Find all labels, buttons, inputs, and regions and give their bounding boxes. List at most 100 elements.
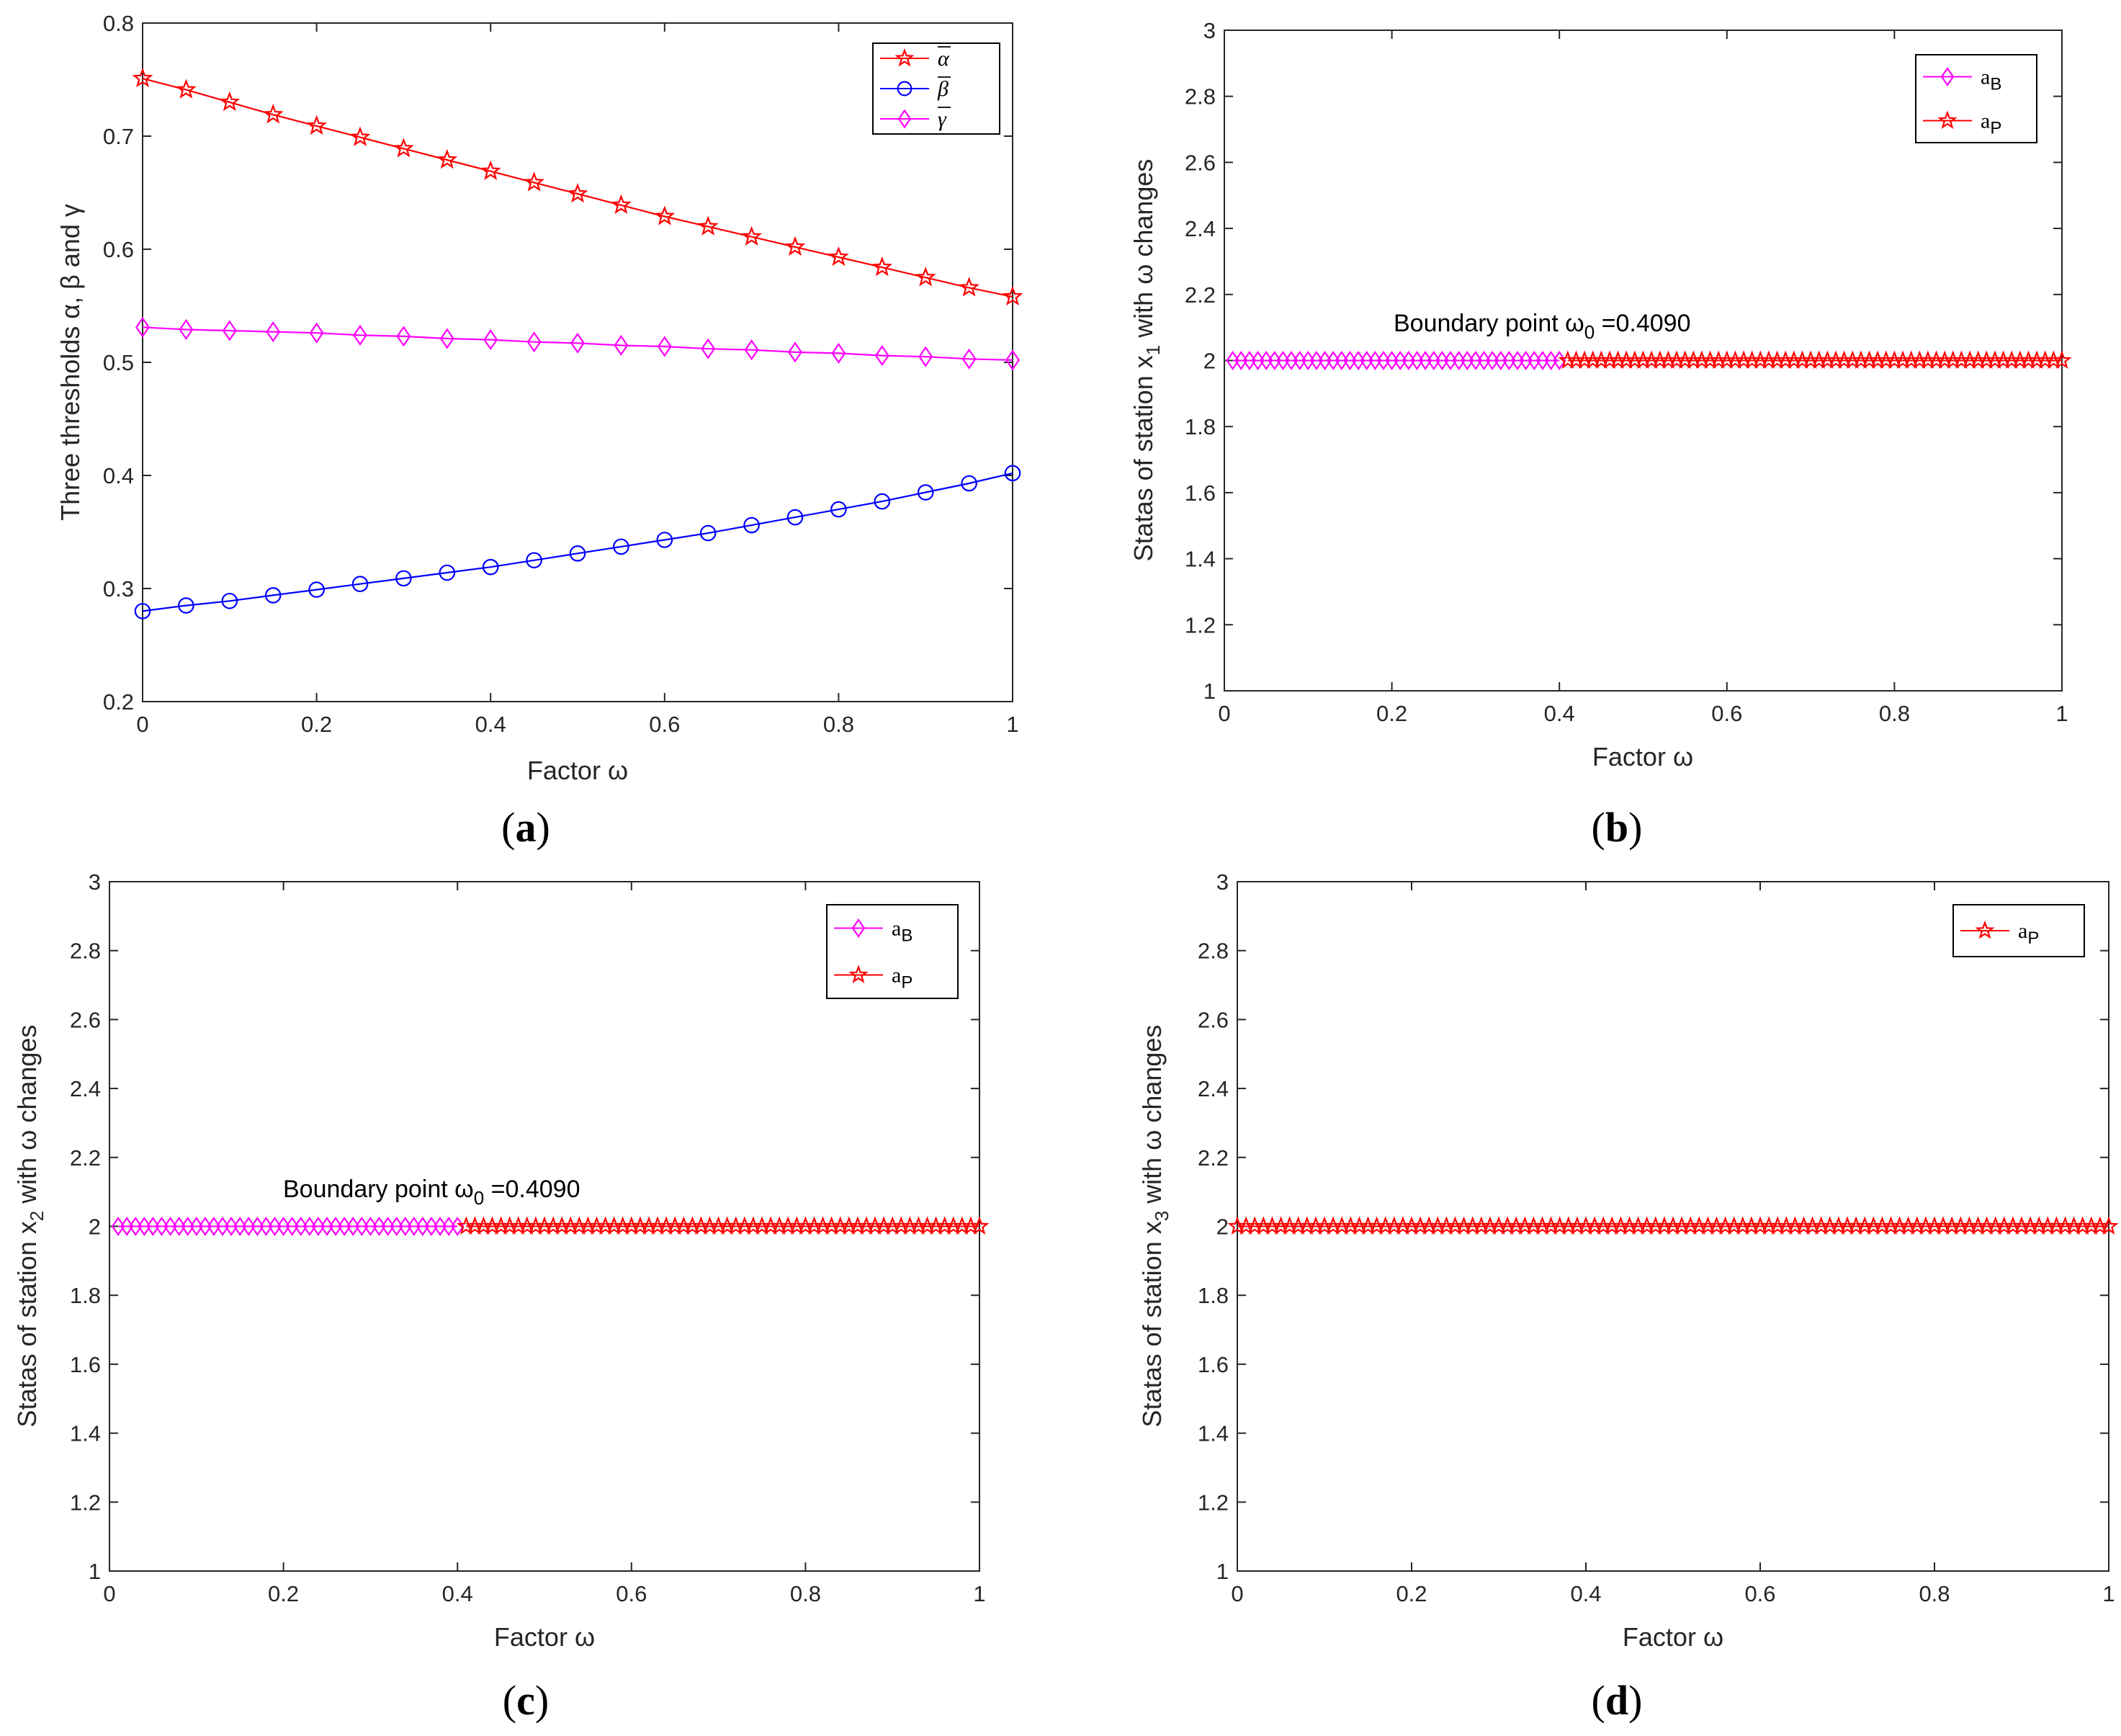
panel-a-series-1-point <box>221 592 238 609</box>
panel-a-series-0-point <box>524 171 544 192</box>
panel-b-ytick-label: 1.4 <box>1185 547 1216 572</box>
panel-a-series-0-point <box>306 115 327 135</box>
panel-b-ytick-label: 1.2 <box>1185 612 1216 637</box>
panel-b-ylabel-sub: 1 <box>1142 345 1164 355</box>
panel-a-series-2-point <box>483 329 498 351</box>
panel-b-series-1-point <box>1968 350 1988 369</box>
panel-d-legend: aP <box>1952 904 2085 957</box>
panel-b-series-1-point <box>2043 350 2063 369</box>
panel-b-series-1-point <box>1583 350 1603 369</box>
panel-b-series-1-point <box>1658 350 1678 369</box>
panel-a-series-1-point <box>351 576 369 593</box>
panel-c-ytick-label: 2 <box>89 1214 101 1240</box>
panel-d-ylabel-rest: with ω changes <box>1137 1025 1167 1211</box>
a-legend-label: γ <box>938 107 947 131</box>
panel-a-series-1-point <box>178 597 194 614</box>
c-legend-label: aB <box>892 917 912 946</box>
panel-d-ylabel-main: Statas of station x <box>1137 1221 1167 1427</box>
panel-a-series-1-point <box>526 552 542 569</box>
panel-b-series-1-point <box>1784 350 1804 369</box>
panel-c-series-0-point <box>207 1217 221 1236</box>
panel-b-series-1-point <box>2010 350 2030 369</box>
panel-a-series-1-point <box>656 532 673 548</box>
panel-d-ytick-label: 3 <box>1216 869 1229 895</box>
panel-d-xlabel: Factor ω <box>1623 1622 1723 1652</box>
panel-c-series-0-point <box>398 1217 412 1236</box>
panel-a-series-2-point <box>614 334 629 356</box>
panel-a-series-2-point <box>353 324 367 346</box>
panel-a-series-1-point <box>439 564 456 581</box>
panel-b-series-1-point <box>1909 350 1929 369</box>
panel-a-series-0-point <box>262 104 284 124</box>
panel-a-series-2-point <box>266 321 281 343</box>
panel-a-series-2-point <box>657 336 672 357</box>
panel-a-series-0-point <box>828 246 849 267</box>
panel-a-series-1-point <box>743 516 760 534</box>
panel-c-xtick-label: 0.4 <box>442 1581 473 1606</box>
panel-c-ytick-label: 2.4 <box>70 1076 101 1101</box>
panel-d-letter: d <box>1605 1677 1628 1724</box>
panel-b-series-1-point <box>1574 350 1595 369</box>
panel-b-ytick-label: 1.6 <box>1185 480 1216 506</box>
b-legend-marker <box>1937 110 1958 129</box>
panel-b-series-1-point <box>2035 350 2055 369</box>
panel-a-series-2-point <box>222 320 237 341</box>
panel-b-ylabel-rest: with ω changes <box>1129 159 1158 345</box>
panel-c-series-0-point <box>346 1217 360 1236</box>
panel-c-xlabel: Factor ω <box>494 1622 595 1652</box>
a-legend-marker <box>897 109 912 129</box>
panel-b-series-1-point <box>1976 350 1996 369</box>
panel-c-xtick-label: 1 <box>973 1581 985 1606</box>
panel-c-ytick-label: 1.4 <box>70 1421 101 1446</box>
panel-c-series-0-point <box>355 1217 369 1236</box>
panel-a-series-1-point <box>874 493 891 510</box>
panel-b-series-1-point <box>1608 350 1628 369</box>
panel-b-series-1-point <box>1809 350 1829 369</box>
panel-c-xtick-label: 0 <box>103 1581 115 1606</box>
panel-c-series-0-point <box>242 1217 256 1236</box>
panel-a-series-1-point <box>134 603 151 619</box>
panel-a-series-1-point <box>961 475 977 492</box>
panel-a-series-2-point <box>439 328 454 349</box>
panel-b-series-1-point <box>1750 350 1770 369</box>
panel-d-ytick-label: 2.2 <box>1198 1145 1229 1171</box>
panel-a-ytick-label: 0.8 <box>103 11 134 36</box>
panel-d-ytick-label: 1.6 <box>1198 1352 1229 1377</box>
panel-c: 0 0.2 0.4 0.6 0.8 1 1 1.2 1.4 1.6 1.8 2 2.2 2.4 2.6 2.8… <box>12 869 990 1724</box>
panel-c-series-0-point <box>111 1217 125 1236</box>
panel-b-series-1-point <box>1927 350 1947 369</box>
panel-a-series-2-point <box>961 348 977 370</box>
panel-c-series-0-point <box>441 1217 456 1236</box>
panel-a-series-0-point <box>219 91 241 112</box>
panel-a-series-2-point <box>701 338 716 359</box>
d-legend-marker <box>1975 920 1995 939</box>
panel-c-series-0-point <box>233 1217 247 1236</box>
b-legend-label: aB <box>1981 66 2001 94</box>
panel-c-series-0-point <box>146 1217 160 1236</box>
panel-b-xtick-label: 0.8 <box>1879 701 1910 726</box>
panel-b-series-1-point <box>1934 350 1955 369</box>
panel-b: 0 0.2 0.4 0.6 0.8 1 1 1.2 1.4 1.6 1.8 2 2.2 2.4 2.6 2.8… <box>1129 18 2072 851</box>
panel-a-series-2-point <box>526 331 542 353</box>
panel-c-series-0-point <box>138 1217 151 1236</box>
panel-a-series-0-point <box>741 225 762 246</box>
panel-a-series-0-point <box>611 194 632 215</box>
panel-b-series-1-point <box>1675 350 1695 369</box>
panel-a-xtick-label: 0.2 <box>301 712 332 737</box>
panel-a-series-1-point <box>613 538 629 555</box>
panel-b-ytick-label: 2.4 <box>1185 216 1216 241</box>
panel-d-ytick-label: 1.2 <box>1198 1490 1229 1515</box>
panel-c-xtick-label: 0.2 <box>268 1581 299 1606</box>
panel-c-series-0-point <box>381 1217 395 1236</box>
panel-a-ytick-label: 0.2 <box>103 689 134 715</box>
panel-c-label: (c) <box>503 1677 549 1724</box>
panel-b-ytick-label: 2 <box>1203 349 1216 374</box>
panel-c-series-0-point <box>433 1217 447 1236</box>
panel-c-series-0-point <box>155 1217 169 1236</box>
panel-b-xtick-label: 0.2 <box>1376 701 1407 726</box>
panel-a-series-0-point <box>1002 285 1023 306</box>
panel-a-series-0-line <box>142 77 1013 297</box>
panel-a-xtick-label: 1 <box>1006 712 1018 737</box>
panel-b-series-1-point <box>1952 350 1971 369</box>
panel-c-ytick-label: 1 <box>89 1559 101 1584</box>
